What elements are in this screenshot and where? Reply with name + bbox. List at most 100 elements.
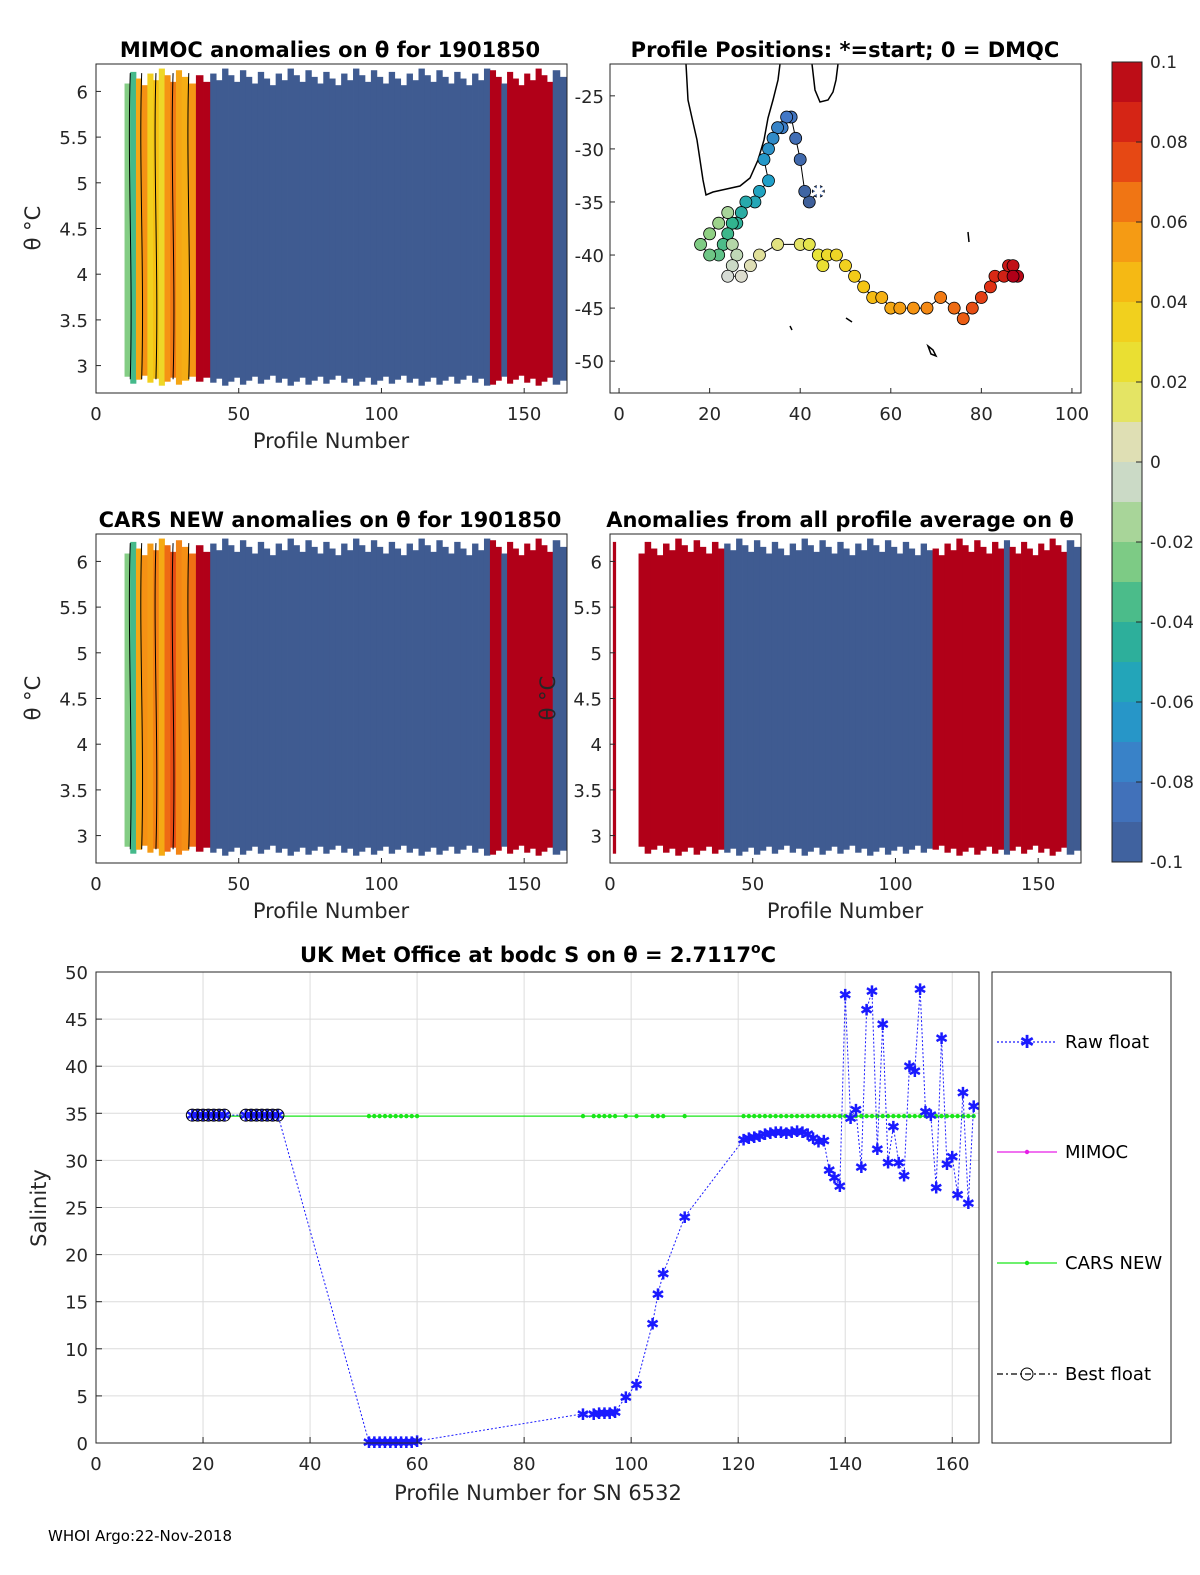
heatmap-cell (843, 548, 850, 850)
heatmap-cell (663, 543, 670, 853)
heatmap-cell (364, 81, 372, 378)
heatmap-cell (175, 70, 183, 385)
profile-marker (947, 301, 961, 315)
x-tick-label: 140 (828, 1454, 862, 1475)
cars-new-point (907, 1113, 912, 1119)
colorbar-tick-label: -0.02 (1150, 533, 1194, 553)
x-tick-label: 150 (507, 874, 541, 895)
raw-float-point: ✱ (919, 1102, 932, 1121)
heatmap-cell (669, 550, 676, 849)
heatmap-cell (747, 551, 755, 848)
cars-new-point (928, 1113, 934, 1119)
heatmap-cell (228, 545, 235, 852)
best-float-point (212, 1108, 226, 1122)
heatmap-cell (293, 75, 300, 382)
heatmap-cell (424, 545, 431, 852)
mimoc-panel: MIMOC anomalies on θ for 1901850 0 50 100 1… (21, 38, 568, 453)
best-float-point (185, 1108, 199, 1122)
y-tick-label: 5 (77, 174, 88, 195)
colorbar: 0.1 0.08 0.06 0.04 0.02 0 -0.02 -0.04 -0.06 -0.08… (1111, 53, 1194, 873)
profile-marker (920, 301, 934, 315)
heatmap-cell (263, 548, 271, 850)
colorbar-tick-label: -0.1 (1150, 853, 1183, 873)
heatmap-cell (228, 75, 235, 382)
y-tick-label: 3.5 (59, 781, 88, 802)
heatmap-cell (239, 70, 247, 385)
y-tick-label: 4.5 (59, 690, 88, 711)
profile-marker (802, 195, 816, 209)
cars-panel: CARS NEW anomalies on θ for 1901850 0 50 1… (21, 508, 568, 923)
y-tick-label: 30 (65, 1151, 88, 1172)
heatmap-cell (341, 543, 348, 853)
raw-float-point: ✱ (651, 1285, 664, 1304)
heatmap-cell (507, 541, 514, 854)
legend-raw-label: Raw float (1065, 1032, 1149, 1053)
mimoc-title: MIMOC anomalies on θ for 1901850 (120, 38, 540, 62)
cars-new-point (885, 1113, 891, 1119)
heatmap-cell (535, 538, 542, 856)
heatmap-cell (394, 548, 402, 850)
x-tick-label: 50 (227, 874, 250, 895)
heatmap-cell (524, 543, 531, 853)
heatmap-cell (341, 73, 348, 383)
heatmap-cell (612, 541, 617, 854)
y-tick-label: 4 (591, 735, 602, 756)
colorbar-tick-label: -0.06 (1150, 693, 1194, 713)
heatmap-cell (269, 555, 277, 846)
cars-new-point (661, 1113, 666, 1119)
raw-float-point: ✱ (780, 1124, 793, 1143)
y-tick-label: 5.5 (59, 598, 88, 619)
cars-new-point (762, 1113, 768, 1119)
heatmap-cell (1049, 538, 1056, 856)
cars-new-point (891, 1113, 896, 1119)
y-tick-label: 25 (65, 1199, 88, 1220)
raw-float-point: ✱ (897, 1166, 910, 1185)
coastline-west (685, 63, 781, 197)
heatmap-cell (203, 551, 211, 848)
heatmap-cell (944, 543, 951, 853)
raw-float-point: ✱ (860, 1001, 873, 1020)
heatmap-cell (552, 540, 561, 855)
x-tick-label: 50 (227, 404, 250, 425)
heatmap-cell (147, 73, 154, 383)
y-tick-label: 4.5 (573, 690, 602, 711)
heatmap-cell (724, 543, 731, 853)
heatmap-cell (489, 70, 497, 385)
y-tick-label: 40 (65, 1057, 88, 1078)
profile-marker (830, 248, 843, 262)
x-tick-label: 20 (192, 1454, 215, 1475)
profile-marker (703, 227, 717, 241)
cars-xlabel: Profile Number (253, 899, 410, 923)
heatmap-cell (353, 538, 360, 856)
x-tick-label: 100 (878, 874, 912, 895)
heatmap-cell (203, 81, 211, 378)
positions-y-ticks: -25 -30 -35 -40 -45 -50 (575, 87, 615, 373)
heatmap-cell (329, 548, 336, 850)
raw-float-point: ✱ (630, 1376, 643, 1395)
cars-new-point (612, 1113, 618, 1119)
heatmap-cell (239, 540, 247, 855)
raw-float-point: ✱ (822, 1161, 835, 1180)
heatmap-cell (512, 78, 519, 380)
profile-marker (694, 238, 707, 251)
heatmap-cell (195, 545, 204, 852)
heatmap-cell (495, 76, 502, 381)
legend-cars-label: CARS NEW (1065, 1253, 1162, 1274)
salinity-ylabel: Salinity (27, 1169, 51, 1247)
heatmap-cell (317, 553, 324, 847)
best-float-point (271, 1108, 285, 1122)
heatmap-cell (382, 553, 390, 847)
cars-new-point (746, 1113, 752, 1119)
raw-float-point: ✱ (913, 980, 926, 999)
y-tick-label: 50 (65, 963, 88, 984)
heatmap-cell (962, 545, 969, 852)
contour-line (140, 73, 144, 380)
profile-marker (762, 174, 775, 188)
colorbar-tick-label: 0.02 (1150, 373, 1188, 393)
heatmap-cell (873, 545, 880, 852)
legend-mimoc-label: MIMOC (1065, 1142, 1128, 1163)
y-tick-label: 5.5 (59, 128, 88, 149)
heatmap-cell (902, 541, 910, 854)
heatmap-cell (442, 76, 449, 381)
